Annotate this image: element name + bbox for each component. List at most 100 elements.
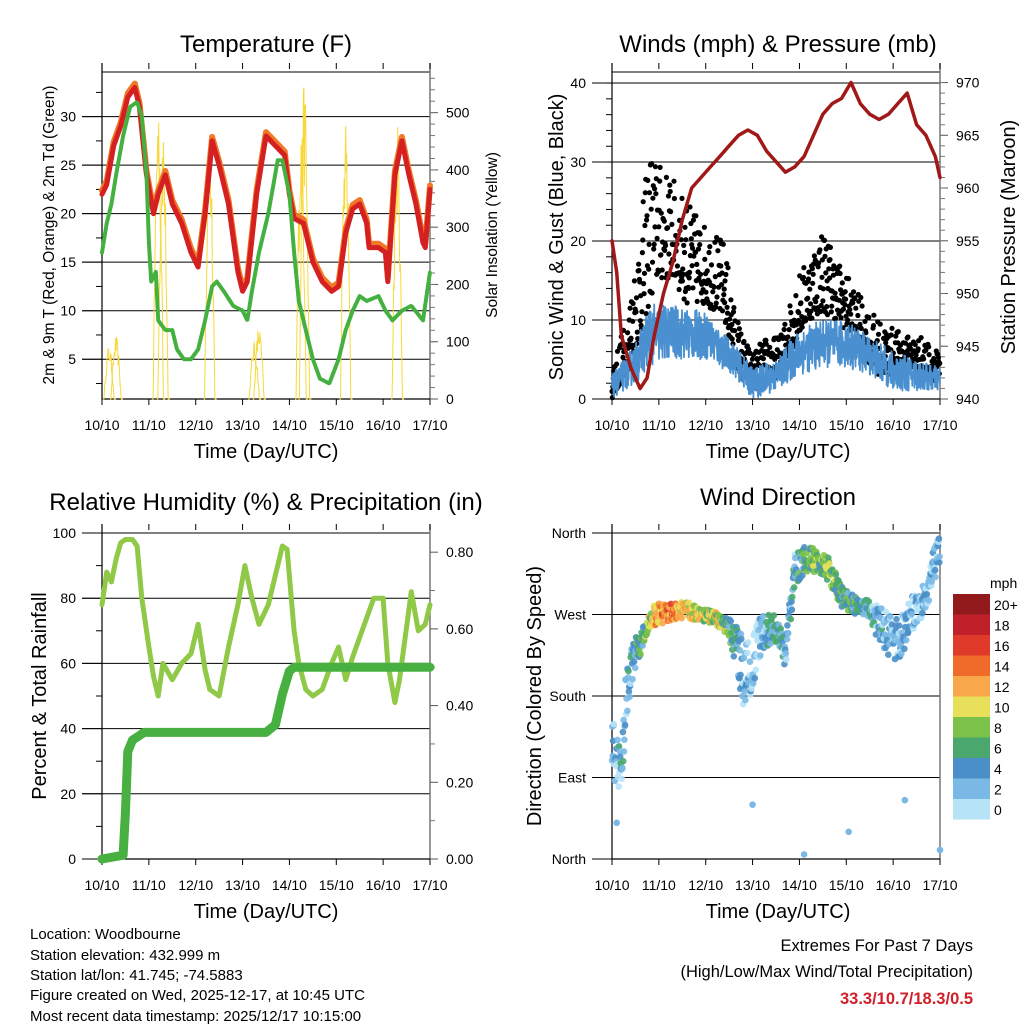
y-right-tick-label: 0.20	[446, 774, 473, 790]
legend-label: 2	[994, 782, 1002, 798]
direction-point	[741, 688, 748, 695]
direction-point	[751, 674, 759, 682]
gust-point	[661, 218, 667, 224]
legend-label: 6	[994, 741, 1002, 757]
dewpoint-line	[100, 100, 432, 386]
legend-label: 10	[994, 700, 1010, 716]
gust-point	[767, 344, 773, 350]
gust-point	[837, 270, 843, 277]
legend-label: 8	[994, 720, 1002, 736]
direction-point	[614, 736, 621, 744]
gust-point	[667, 182, 673, 188]
x-tick-label: 11/10	[132, 877, 166, 893]
gust-point	[888, 332, 894, 338]
direction-point	[782, 650, 790, 657]
gust-point	[668, 209, 674, 215]
direction-point	[637, 650, 644, 658]
y-right-tick-label: 100	[446, 334, 470, 350]
gust-point	[826, 266, 832, 272]
gust-point	[724, 261, 730, 267]
x-tick-label: 13/10	[225, 417, 260, 433]
gust-point	[663, 174, 670, 180]
footer-location: Location: Woodbourne	[30, 926, 181, 943]
gust-point	[652, 186, 658, 192]
x-tick-label: 11/10	[642, 417, 676, 433]
pressure-y-title: Station Pressure (Maroon)	[998, 120, 1020, 355]
direction-point	[727, 617, 735, 625]
gust-point	[788, 310, 794, 316]
legend-swatch	[953, 737, 990, 758]
gust-point	[810, 271, 816, 277]
humidity-precip-panel: 10/10 11/10 12/10 13/10 14/10 15/10 16/10 17/10…	[53, 524, 473, 893]
y-right-tick-label: 0.40	[446, 698, 473, 714]
gust-point	[824, 304, 830, 310]
direction-point	[621, 736, 628, 743]
direction-point	[865, 598, 873, 605]
x-tick-label: 14/10	[782, 877, 817, 893]
y-tick-label: 30	[60, 109, 76, 125]
gust-point	[697, 231, 703, 237]
gust-point	[702, 256, 708, 262]
gust-point	[690, 217, 697, 223]
legend-swatch	[953, 758, 990, 779]
direction-point	[885, 651, 892, 658]
direction-point	[619, 757, 627, 765]
direction-point	[789, 593, 796, 601]
gust-point	[680, 271, 686, 277]
gust-point	[727, 316, 733, 322]
gust-point	[684, 300, 690, 306]
gust-point	[805, 295, 811, 301]
gust-point	[614, 361, 620, 367]
direction-point	[936, 846, 944, 854]
gust-point	[798, 300, 804, 306]
direction-point	[678, 614, 685, 622]
gust-point	[857, 321, 863, 327]
direction-point	[742, 696, 749, 704]
gust-point	[749, 356, 756, 362]
y-tick-label: South	[549, 688, 586, 704]
gust-point	[646, 241, 652, 247]
gust-point	[652, 224, 658, 230]
direction-point	[624, 707, 631, 715]
direction-point	[936, 559, 943, 566]
gust-point	[679, 195, 685, 201]
x-tick-label: 16/10	[876, 417, 911, 433]
humidity-line	[99, 537, 433, 705]
direction-point	[904, 628, 912, 636]
gust-point	[723, 271, 729, 278]
gust-point	[714, 294, 720, 300]
gust-point	[640, 199, 646, 205]
gust-point	[732, 328, 738, 334]
gust-point	[807, 286, 813, 292]
direction-point	[790, 584, 798, 591]
gust-point	[644, 213, 650, 219]
direction-point	[928, 578, 936, 585]
gust-point	[708, 262, 715, 268]
gust-point	[858, 325, 864, 331]
y-right-tick-label: 500	[446, 105, 470, 121]
y-right-tick-label: 200	[446, 276, 470, 292]
gust-point	[646, 266, 652, 272]
direction-point	[610, 720, 618, 728]
gust-point	[671, 195, 678, 202]
gust-point	[645, 177, 651, 183]
y-tick-label: 25	[60, 157, 76, 173]
direction-point	[906, 600, 913, 607]
solar-y-title: Solar Insolation (Yellow)	[484, 152, 501, 318]
direction-point	[738, 635, 745, 643]
legend-label: 20+	[994, 597, 1018, 613]
direction-point	[615, 743, 623, 750]
gust-point	[786, 327, 792, 333]
gust-point	[680, 266, 686, 272]
gust-point	[823, 270, 829, 276]
solar-insolation-line	[298, 87, 312, 400]
gust-point	[918, 335, 924, 341]
direction-point	[619, 764, 626, 772]
x-tick-label: 16/10	[876, 877, 911, 893]
gust-point	[713, 300, 719, 306]
gust-point	[912, 342, 918, 348]
gust-point	[692, 249, 699, 255]
y-tick-label: 40	[60, 721, 76, 737]
direction-point	[728, 629, 735, 636]
